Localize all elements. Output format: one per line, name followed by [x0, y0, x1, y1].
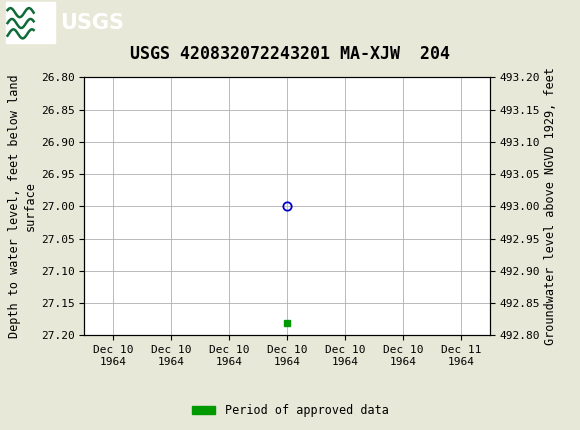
Y-axis label: Groundwater level above NGVD 1929, feet: Groundwater level above NGVD 1929, feet	[545, 68, 557, 345]
Y-axis label: Depth to water level, feet below land
surface: Depth to water level, feet below land su…	[9, 74, 37, 338]
Text: USGS 420832072243201 MA-XJW  204: USGS 420832072243201 MA-XJW 204	[130, 45, 450, 63]
Legend: Period of approved data: Period of approved data	[187, 399, 393, 422]
Text: USGS: USGS	[60, 12, 124, 33]
FancyBboxPatch shape	[6, 2, 55, 43]
